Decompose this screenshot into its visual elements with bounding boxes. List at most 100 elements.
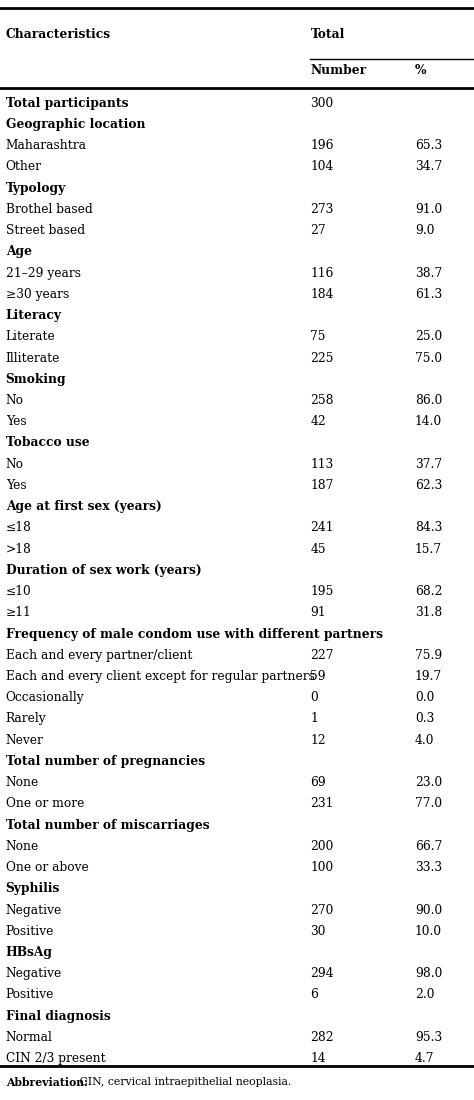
Text: Brothel based: Brothel based — [6, 202, 92, 216]
Text: 25.0: 25.0 — [415, 330, 442, 343]
Text: 10.0: 10.0 — [415, 925, 442, 938]
Text: 68.2: 68.2 — [415, 585, 442, 598]
Text: 77.0: 77.0 — [415, 798, 442, 811]
Text: 0.0: 0.0 — [415, 691, 434, 704]
Text: 30: 30 — [310, 925, 326, 938]
Text: Positive: Positive — [6, 925, 54, 938]
Text: Final diagnosis: Final diagnosis — [6, 1010, 110, 1023]
Text: ≥11: ≥11 — [6, 606, 31, 619]
Text: 34.7: 34.7 — [415, 161, 442, 174]
Text: Age at first sex (years): Age at first sex (years) — [6, 500, 162, 514]
Text: 270: 270 — [310, 903, 334, 916]
Text: None: None — [6, 839, 39, 853]
Text: Tobacco use: Tobacco use — [6, 437, 89, 450]
Text: 0.3: 0.3 — [415, 713, 434, 726]
Text: 95.3: 95.3 — [415, 1031, 442, 1044]
Text: 196: 196 — [310, 140, 334, 152]
Text: Negative: Negative — [6, 903, 62, 916]
Text: 66.7: 66.7 — [415, 839, 442, 853]
Text: 116: 116 — [310, 266, 334, 279]
Text: Normal: Normal — [6, 1031, 53, 1044]
Text: Each and every client except for regular partners: Each and every client except for regular… — [6, 670, 315, 683]
Text: Street based: Street based — [6, 224, 85, 238]
Text: 241: 241 — [310, 521, 334, 535]
Text: 37.7: 37.7 — [415, 458, 442, 471]
Text: Duration of sex work (years): Duration of sex work (years) — [6, 564, 201, 576]
Text: 4.0: 4.0 — [415, 734, 434, 747]
Text: Typology: Typology — [6, 182, 66, 195]
Text: Total number of pregnancies: Total number of pregnancies — [6, 755, 205, 768]
Text: No: No — [6, 458, 24, 471]
Text: Literacy: Literacy — [6, 309, 62, 322]
Text: 1: 1 — [310, 713, 318, 726]
Text: Positive: Positive — [6, 989, 54, 1001]
Text: Maharashtra: Maharashtra — [6, 140, 87, 152]
Text: 195: 195 — [310, 585, 334, 598]
Text: Characteristics: Characteristics — [6, 28, 111, 41]
Text: 6: 6 — [310, 989, 319, 1001]
Text: Yes: Yes — [6, 478, 27, 492]
Text: 14: 14 — [310, 1052, 326, 1065]
Text: 225: 225 — [310, 352, 334, 364]
Text: %: % — [415, 64, 426, 77]
Text: 98.0: 98.0 — [415, 967, 442, 980]
Text: 86.0: 86.0 — [415, 394, 442, 407]
Text: Negative: Negative — [6, 967, 62, 980]
Text: 91.0: 91.0 — [415, 202, 442, 216]
Text: Rarely: Rarely — [6, 713, 46, 726]
Text: 31.8: 31.8 — [415, 606, 442, 619]
Text: 15.7: 15.7 — [415, 542, 442, 556]
Text: 69: 69 — [310, 777, 326, 789]
Text: Smoking: Smoking — [6, 373, 66, 386]
Text: 4.7: 4.7 — [415, 1052, 434, 1065]
Text: 19.7: 19.7 — [415, 670, 442, 683]
Text: 187: 187 — [310, 478, 334, 492]
Text: HBsAg: HBsAg — [6, 946, 53, 959]
Text: 21–29 years: 21–29 years — [6, 266, 81, 279]
Text: Number: Number — [310, 64, 366, 77]
Text: 227: 227 — [310, 649, 334, 662]
Text: 113: 113 — [310, 458, 334, 471]
Text: Occasionally: Occasionally — [6, 691, 84, 704]
Text: One or more: One or more — [6, 798, 84, 811]
Text: 9.0: 9.0 — [415, 224, 434, 238]
Text: 33.3: 33.3 — [415, 861, 442, 875]
Text: 0: 0 — [310, 691, 318, 704]
Text: 2.0: 2.0 — [415, 989, 434, 1001]
Text: CIN 2/3 present: CIN 2/3 present — [6, 1052, 105, 1065]
Text: Total number of miscarriages: Total number of miscarriages — [6, 818, 210, 832]
Text: Literate: Literate — [6, 330, 55, 343]
Text: 12: 12 — [310, 734, 326, 747]
Text: Geographic location: Geographic location — [6, 118, 145, 131]
Text: 23.0: 23.0 — [415, 777, 442, 789]
Text: 65.3: 65.3 — [415, 140, 442, 152]
Text: 59: 59 — [310, 670, 326, 683]
Text: 45: 45 — [310, 542, 326, 556]
Text: 300: 300 — [310, 97, 334, 110]
Text: Age: Age — [6, 245, 32, 258]
Text: 104: 104 — [310, 161, 334, 174]
Text: 38.7: 38.7 — [415, 266, 442, 279]
Text: 91: 91 — [310, 606, 326, 619]
Text: 200: 200 — [310, 839, 334, 853]
Text: Illiterate: Illiterate — [6, 352, 60, 364]
Text: 14.0: 14.0 — [415, 415, 442, 428]
Text: Yes: Yes — [6, 415, 27, 428]
Text: Other: Other — [6, 161, 42, 174]
Text: 75: 75 — [310, 330, 326, 343]
Text: Abbreviation:: Abbreviation: — [6, 1077, 88, 1088]
Text: No: No — [6, 394, 24, 407]
Text: ≥30 years: ≥30 years — [6, 288, 69, 301]
Text: ≤18: ≤18 — [6, 521, 32, 535]
Text: Frequency of male condom use with different partners: Frequency of male condom use with differ… — [6, 627, 383, 640]
Text: 282: 282 — [310, 1031, 334, 1044]
Text: 100: 100 — [310, 861, 334, 875]
Text: 62.3: 62.3 — [415, 478, 442, 492]
Text: 90.0: 90.0 — [415, 903, 442, 916]
Text: >18: >18 — [6, 542, 32, 556]
Text: 27: 27 — [310, 224, 326, 238]
Text: 42: 42 — [310, 415, 326, 428]
Text: 184: 184 — [310, 288, 334, 301]
Text: None: None — [6, 777, 39, 789]
Text: One or above: One or above — [6, 861, 89, 875]
